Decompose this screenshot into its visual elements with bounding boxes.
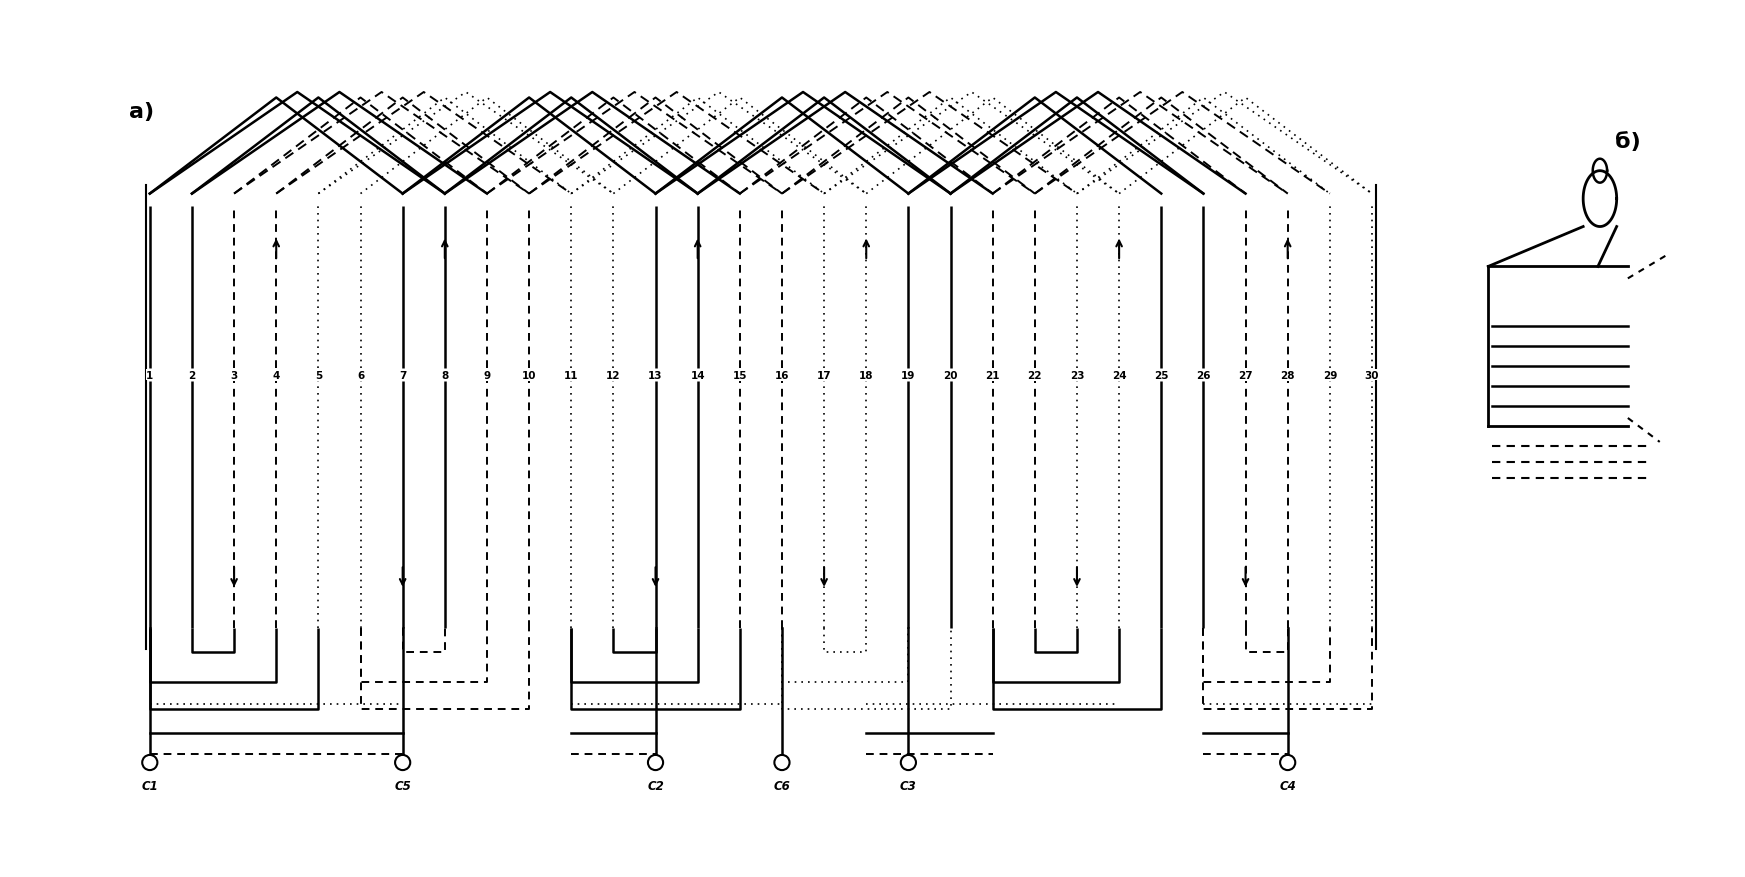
Text: 7: 7 [400,370,407,381]
Text: 24: 24 [1112,370,1127,381]
Text: а): а) [129,102,154,122]
Text: 14: 14 [691,370,705,381]
Text: 17: 17 [817,370,831,381]
Text: 18: 18 [859,370,874,381]
Text: С5: С5 [394,780,412,793]
Text: 2: 2 [188,370,195,381]
Text: 8: 8 [441,370,448,381]
Text: С6: С6 [773,780,790,793]
Text: 5: 5 [314,370,323,381]
Text: 15: 15 [733,370,747,381]
Text: С3: С3 [900,780,916,793]
Text: 4: 4 [272,370,279,381]
Text: С1: С1 [141,780,159,793]
Text: 16: 16 [775,370,789,381]
Text: 9: 9 [483,370,490,381]
Text: б): б) [1614,132,1640,152]
Text: 6: 6 [358,370,365,381]
Text: 30: 30 [1365,370,1379,381]
Text: С2: С2 [647,780,663,793]
Text: 1: 1 [147,370,154,381]
Text: 22: 22 [1028,370,1042,381]
Text: 26: 26 [1195,370,1211,381]
Text: 25: 25 [1153,370,1169,381]
Text: 27: 27 [1239,370,1253,381]
Text: 11: 11 [564,370,579,381]
Text: 21: 21 [986,370,1000,381]
Text: 23: 23 [1070,370,1084,381]
Text: 3: 3 [230,370,237,381]
Text: 20: 20 [944,370,958,381]
Text: 19: 19 [900,370,916,381]
Text: 12: 12 [606,370,621,381]
Text: С4: С4 [1279,780,1297,793]
Text: 13: 13 [649,370,663,381]
Text: 10: 10 [522,370,536,381]
Text: 29: 29 [1323,370,1337,381]
Text: 28: 28 [1281,370,1295,381]
